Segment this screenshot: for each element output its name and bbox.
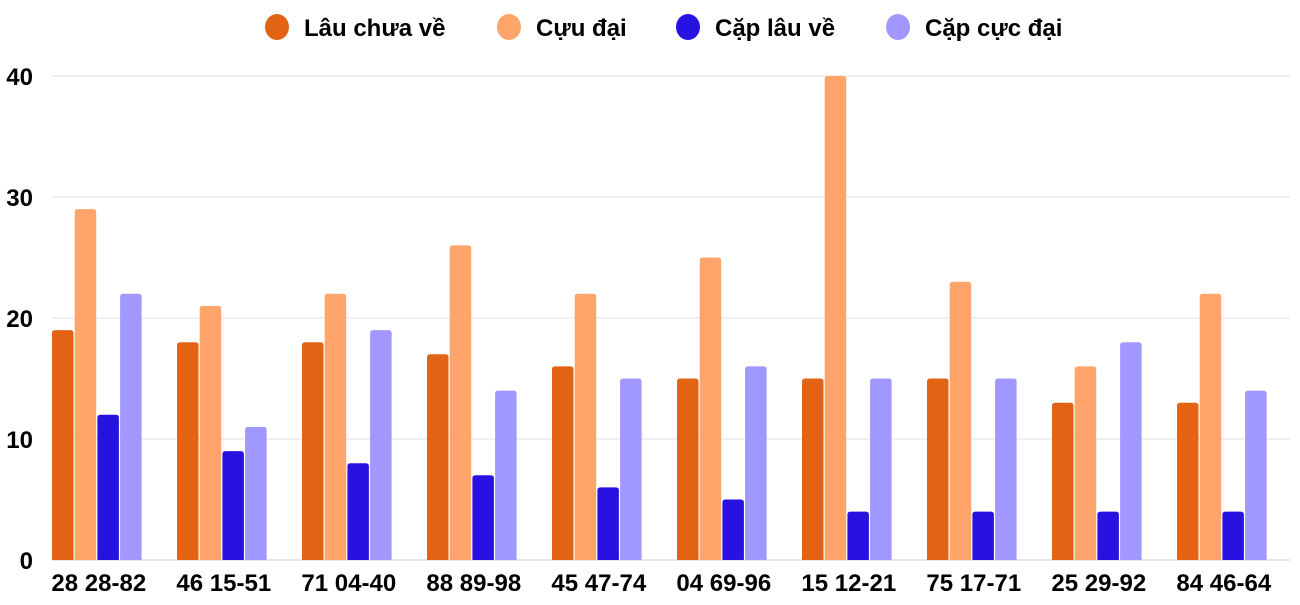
bar-3[interactable]	[597, 487, 619, 560]
legend-item[interactable]: Lâu chưa về	[265, 14, 445, 42]
bar-4[interactable]	[745, 366, 767, 560]
bar-1[interactable]	[52, 330, 74, 560]
bar-3[interactable]	[222, 451, 244, 560]
bar-1[interactable]	[802, 378, 824, 561]
bar-4[interactable]	[120, 293, 142, 560]
y-tick-label: 30	[6, 185, 33, 212]
x-tick-label: 15 12-21	[801, 570, 896, 597]
y-tick-label: 20	[6, 306, 33, 333]
x-tick-label: 46 15-51	[176, 570, 271, 597]
x-tick-label: 25 29-92	[1051, 570, 1146, 597]
bar-4[interactable]	[245, 426, 267, 560]
bar-1[interactable]	[177, 342, 199, 560]
y-tick-label: 0	[20, 548, 33, 575]
x-tick-label: 04 69-96	[676, 570, 771, 597]
bar-3[interactable]	[472, 475, 494, 560]
bar-2[interactable]	[199, 305, 222, 560]
bar-2[interactable]	[824, 76, 847, 560]
bar-2[interactable]	[1199, 293, 1222, 560]
bar-1[interactable]	[302, 342, 324, 560]
x-tick-label: 28 28-82	[51, 570, 146, 597]
bar-3[interactable]	[1222, 511, 1244, 560]
legend-item[interactable]: Cựu đại	[497, 14, 627, 42]
bar-3[interactable]	[97, 414, 119, 560]
legend-swatch	[676, 14, 700, 40]
bar-1[interactable]	[1177, 402, 1199, 560]
bar-2[interactable]	[699, 257, 722, 561]
bar-4[interactable]	[995, 378, 1017, 561]
bars	[52, 76, 1267, 560]
x-tick-label: 75 17-71	[926, 570, 1021, 597]
bar-1[interactable]	[677, 378, 699, 561]
bar-3[interactable]	[847, 511, 869, 560]
bar-4[interactable]	[620, 378, 642, 561]
bar-1[interactable]	[427, 354, 449, 560]
x-tick-label: 88 89-98	[426, 570, 521, 597]
bar-3[interactable]	[722, 499, 744, 561]
bar-4[interactable]	[1120, 342, 1142, 560]
bar-1[interactable]	[927, 378, 949, 561]
legend-label: Cặp cực đại	[925, 15, 1062, 42]
bar-2[interactable]	[324, 293, 347, 560]
x-tick-label: 45 47-74	[551, 570, 646, 597]
bar-4[interactable]	[870, 378, 892, 561]
bar-2[interactable]	[449, 245, 472, 560]
legend-swatch	[886, 14, 910, 40]
x-tick-label: 71 04-40	[301, 570, 396, 597]
legend-label: Cựu đại	[536, 15, 627, 42]
bar-2[interactable]	[74, 209, 97, 560]
bar-2[interactable]	[1074, 366, 1097, 560]
legend-item[interactable]: Cặp cực đại	[886, 14, 1062, 42]
x-tick-label: 84 46-64	[1176, 570, 1271, 597]
bar-1[interactable]	[1052, 402, 1074, 560]
bar-3[interactable]	[972, 511, 994, 560]
legend-swatch	[497, 14, 521, 40]
bar-3[interactable]	[1097, 511, 1119, 560]
legend-label: Cặp lâu về	[715, 15, 835, 42]
bar-1[interactable]	[552, 366, 574, 560]
legend-swatch	[265, 14, 289, 40]
y-tick-label: 10	[6, 427, 33, 454]
legend-item[interactable]: Cặp lâu về	[676, 14, 835, 42]
bar-4[interactable]	[495, 390, 517, 560]
bar-4[interactable]	[1245, 390, 1267, 560]
y-axis: 0 10 20 30 40	[6, 64, 33, 575]
bar-2[interactable]	[574, 293, 597, 560]
bar-2[interactable]	[949, 281, 972, 560]
y-tick-label: 40	[6, 64, 33, 91]
legend-label: Lâu chưa về	[304, 15, 445, 42]
bar-3[interactable]	[347, 463, 369, 560]
legend: Lâu chưa về Cựu đại Cặp lâu về Cặp cực đại	[265, 14, 1062, 42]
bar-4[interactable]	[370, 330, 392, 560]
x-axis: 28 28-82 46 15-51 71 04-40 88 89-98 45 47-74…	[51, 570, 1271, 597]
